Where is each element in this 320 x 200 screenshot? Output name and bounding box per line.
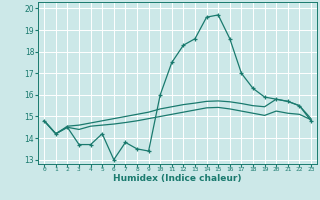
X-axis label: Humidex (Indice chaleur): Humidex (Indice chaleur)	[113, 174, 242, 183]
